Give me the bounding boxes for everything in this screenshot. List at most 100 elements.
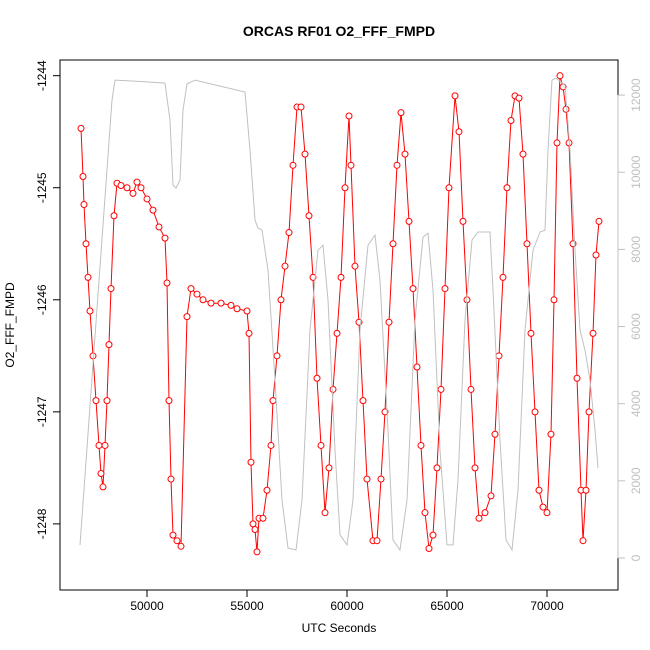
- data-point: [297, 103, 305, 111]
- data-point: [86, 307, 94, 315]
- data-point: [277, 296, 285, 304]
- data-point: [503, 184, 511, 192]
- data-point: [445, 184, 453, 192]
- data-point: [281, 262, 289, 270]
- y-tick-label: -1245: [35, 172, 49, 203]
- data-point: [313, 374, 321, 382]
- y2-tick-label: 12000: [629, 78, 643, 112]
- data-point: [377, 475, 385, 483]
- data-point: [79, 173, 87, 181]
- data-point: [243, 307, 251, 315]
- data-point: [592, 251, 600, 259]
- y2-tick-label: 2000: [629, 467, 643, 494]
- data-point: [107, 285, 115, 293]
- data-point: [543, 509, 551, 517]
- data-point: [507, 117, 515, 125]
- data-point: [535, 486, 543, 494]
- data-point: [289, 161, 297, 169]
- data-point: [385, 318, 393, 326]
- y-tick-label: -1244: [35, 60, 49, 91]
- data-point: [169, 531, 177, 539]
- data-point: [233, 305, 241, 313]
- data-point: [495, 352, 503, 360]
- data-point: [531, 408, 539, 416]
- data-point: [417, 441, 425, 449]
- data-point: [389, 240, 397, 248]
- data-point: [595, 217, 603, 225]
- data-point: [481, 509, 489, 517]
- data-point: [149, 206, 157, 214]
- x-tick-label: 60000: [330, 599, 364, 613]
- data-point: [80, 201, 88, 209]
- data-point: [301, 150, 309, 158]
- data-point: [110, 212, 118, 220]
- data-point: [393, 161, 401, 169]
- x-axis-label: UTC Seconds: [302, 621, 377, 635]
- data-point: [337, 273, 345, 281]
- data-point: [273, 352, 281, 360]
- data-point: [585, 408, 593, 416]
- data-point: [562, 105, 570, 113]
- data-point: [539, 503, 547, 511]
- chart-title: ORCAS RF01 O2_FFF_FMPD: [243, 23, 435, 39]
- y2-tick-label: 4000: [629, 390, 643, 417]
- y2-tick-label: 6000: [629, 313, 643, 340]
- data-point: [161, 234, 169, 242]
- data-point: [347, 161, 355, 169]
- data-point: [167, 475, 175, 483]
- data-point: [401, 150, 409, 158]
- data-point: [183, 313, 191, 321]
- data-point: [429, 531, 437, 539]
- data-point: [263, 486, 271, 494]
- x-tick-label: 50000: [130, 599, 164, 613]
- data-point: [269, 397, 277, 405]
- data-point: [97, 469, 105, 477]
- series-line: [79, 77, 599, 552]
- data-point: [321, 509, 329, 517]
- data-point: [101, 441, 109, 449]
- data-point: [405, 217, 413, 225]
- data-point: [433, 464, 441, 472]
- data-point: [515, 94, 523, 102]
- data-point: [177, 542, 185, 550]
- data-point: [467, 385, 475, 393]
- data-point: [359, 397, 367, 405]
- data-point: [165, 397, 173, 405]
- data-point: [421, 509, 429, 517]
- data-point: [249, 520, 257, 528]
- data-point: [193, 290, 201, 298]
- data-point: [455, 128, 463, 136]
- data-point: [163, 279, 171, 287]
- data-point: [123, 184, 131, 192]
- data-point: [207, 299, 215, 307]
- data-point: [547, 430, 555, 438]
- data-point: [173, 537, 181, 545]
- x-tick-label: 70000: [530, 599, 564, 613]
- data-point: [451, 92, 459, 100]
- data-point: [363, 475, 371, 483]
- y2-tick-label: 8000: [629, 236, 643, 263]
- data-point: [247, 458, 255, 466]
- data-point: [409, 285, 417, 293]
- y-axis-label: O2_FFF_FMPD: [3, 282, 17, 368]
- data-point: [82, 240, 90, 248]
- data-point: [351, 262, 359, 270]
- data-point: [373, 537, 381, 545]
- data-point: [523, 240, 531, 248]
- data-point: [253, 548, 261, 556]
- data-point: [491, 430, 499, 438]
- data-point: [84, 273, 92, 281]
- data-point: [499, 273, 507, 281]
- y-tick-label: -1247: [35, 396, 49, 427]
- data-point: [550, 296, 558, 304]
- data-point: [155, 223, 163, 231]
- data-point: [437, 385, 445, 393]
- data-point: [471, 464, 479, 472]
- data-point: [129, 189, 137, 197]
- y2-tick-label: 10000: [629, 155, 643, 189]
- y-tick-label: -1248: [35, 508, 49, 539]
- data-point: [187, 285, 195, 293]
- data-point: [105, 341, 113, 349]
- y2-tick-label: 0: [629, 554, 643, 561]
